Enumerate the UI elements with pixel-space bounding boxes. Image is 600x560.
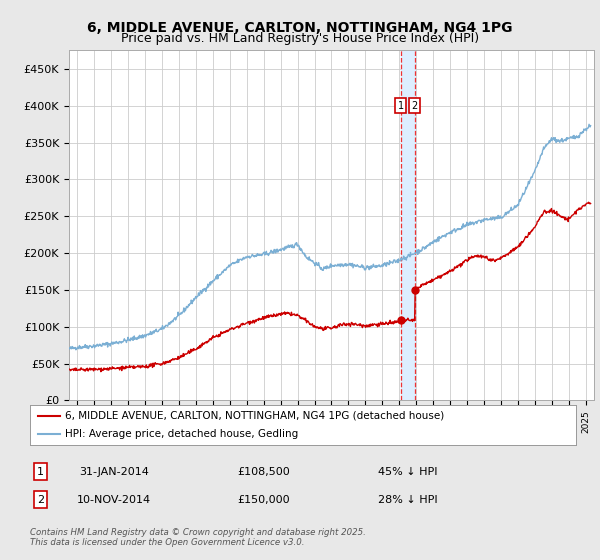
- Text: 6, MIDDLE AVENUE, CARLTON, NOTTINGHAM, NG4 1PG (detached house): 6, MIDDLE AVENUE, CARLTON, NOTTINGHAM, N…: [65, 411, 445, 421]
- Text: Contains HM Land Registry data © Crown copyright and database right 2025.
This d: Contains HM Land Registry data © Crown c…: [30, 528, 366, 547]
- Text: HPI: Average price, detached house, Gedling: HPI: Average price, detached house, Gedl…: [65, 430, 299, 439]
- Text: £150,000: £150,000: [238, 494, 290, 505]
- Text: 2: 2: [37, 494, 44, 505]
- Text: 31-JAN-2014: 31-JAN-2014: [79, 466, 149, 477]
- Text: 1: 1: [37, 466, 44, 477]
- Text: 45% ↓ HPI: 45% ↓ HPI: [378, 466, 438, 477]
- Text: 6, MIDDLE AVENUE, CARLTON, NOTTINGHAM, NG4 1PG: 6, MIDDLE AVENUE, CARLTON, NOTTINGHAM, N…: [87, 21, 513, 35]
- Text: 2: 2: [412, 101, 418, 111]
- Text: Price paid vs. HM Land Registry's House Price Index (HPI): Price paid vs. HM Land Registry's House …: [121, 32, 479, 45]
- Text: 28% ↓ HPI: 28% ↓ HPI: [378, 494, 438, 505]
- Text: 10-NOV-2014: 10-NOV-2014: [77, 494, 151, 505]
- Bar: [401, 50, 415, 400]
- Text: £108,500: £108,500: [238, 466, 290, 477]
- Text: 1: 1: [398, 101, 404, 111]
